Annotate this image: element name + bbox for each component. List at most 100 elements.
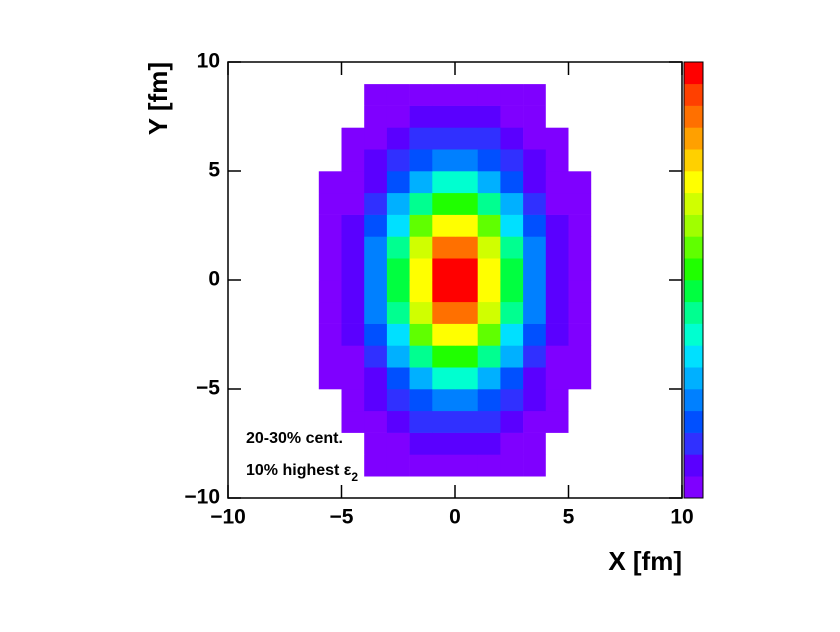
heatmap-cell	[432, 149, 456, 172]
heatmap-cell	[409, 127, 433, 150]
heatmap-cells	[228, 62, 683, 499]
heatmap-cell	[273, 389, 297, 412]
heatmap-cell	[273, 258, 297, 281]
heatmap-cell	[228, 367, 251, 390]
heatmap-cell	[500, 171, 524, 194]
color-bar-step	[684, 105, 703, 128]
heatmap-cell	[364, 280, 388, 303]
heatmap-cell	[636, 258, 660, 281]
heatmap-cell	[273, 454, 297, 477]
heatmap-cell	[455, 410, 478, 433]
heatmap-cell	[568, 62, 592, 85]
heatmap-cell	[432, 367, 456, 390]
heatmap-cell	[500, 301, 524, 324]
heatmap-cell	[386, 454, 410, 477]
heatmap-cell	[432, 280, 456, 303]
heatmap-cell	[455, 105, 478, 128]
heatmap-cell	[613, 214, 637, 237]
heatmap-cell	[250, 454, 274, 477]
heatmap-cell	[591, 127, 615, 150]
heatmap-cell	[591, 280, 615, 303]
heatmap-cell	[591, 236, 615, 259]
heatmap-cell	[500, 214, 524, 237]
heatmap-cell	[318, 301, 342, 324]
heatmap-cell	[386, 280, 410, 303]
heatmap-cell	[545, 105, 569, 128]
heatmap-cell	[659, 280, 683, 303]
color-bar-step	[684, 171, 703, 194]
heatmap-cell	[386, 367, 410, 390]
heatmap-cell	[386, 236, 410, 259]
heatmap-cell	[613, 345, 637, 368]
heatmap-cell	[228, 83, 251, 106]
heatmap-cell	[386, 345, 410, 368]
heatmap-cell	[341, 454, 365, 477]
heatmap-cell	[409, 345, 433, 368]
heatmap-cell	[273, 105, 297, 128]
heatmap-cell	[455, 192, 478, 215]
heatmap-cell	[455, 258, 478, 281]
color-bar-step	[684, 323, 703, 346]
heatmap-cell	[250, 389, 274, 412]
heatmap-cell	[296, 323, 320, 346]
heatmap-cell	[523, 345, 547, 368]
heatmap-cell	[455, 389, 478, 412]
heatmap-cell	[296, 454, 320, 477]
heatmap-cell	[296, 476, 320, 499]
heatmap-cell	[477, 83, 501, 106]
heatmap-cell	[318, 214, 342, 237]
heatmap-cell	[613, 432, 637, 455]
heatmap-cell	[409, 301, 433, 324]
heatmap-cell	[318, 454, 342, 477]
heatmap-cell	[477, 345, 501, 368]
heatmap-cell	[273, 476, 297, 499]
heatmap-cell	[296, 280, 320, 303]
heatmap-cell	[228, 258, 251, 281]
heatmap-cell	[296, 389, 320, 412]
heatmap-cell	[636, 171, 660, 194]
heatmap-cell	[613, 389, 637, 412]
x-tick-label: 0	[449, 506, 461, 529]
heatmap-cell	[477, 280, 501, 303]
heatmap-cell	[296, 410, 320, 433]
heatmap-cell	[386, 258, 410, 281]
heatmap-cell	[500, 236, 524, 259]
heatmap-cell	[250, 62, 274, 85]
heatmap-cell	[341, 432, 365, 455]
heatmap-cell	[568, 127, 592, 150]
heatmap-cell	[341, 105, 365, 128]
heatmap-cell	[318, 236, 342, 259]
heatmap-cell	[273, 62, 297, 85]
heatmap-cell	[477, 105, 501, 128]
heatmap-cell	[636, 236, 660, 259]
heatmap-cell	[296, 345, 320, 368]
heatmap-cell	[273, 171, 297, 194]
heatmap-cell	[477, 476, 501, 499]
heatmap-cell	[409, 83, 433, 106]
heatmap-cell	[228, 149, 251, 172]
x-tick-label: 5	[563, 506, 575, 529]
heatmap-cell	[364, 432, 388, 455]
heatmap-cell	[250, 236, 274, 259]
heatmap-cell	[386, 171, 410, 194]
heatmap-cell	[523, 105, 547, 128]
heatmap-cell	[386, 410, 410, 433]
heatmap-cell	[636, 83, 660, 106]
heatmap-cell	[500, 389, 524, 412]
heatmap-cell	[296, 149, 320, 172]
heatmap-cell	[409, 476, 433, 499]
y-tick-label: 10	[197, 50, 220, 73]
color-bar-step	[684, 410, 703, 433]
heatmap-cell	[386, 389, 410, 412]
y-tick-label: 5	[208, 159, 220, 182]
heatmap-cell	[568, 476, 592, 499]
y-tick-label: −10	[184, 486, 220, 509]
heatmap-cell	[409, 236, 433, 259]
heatmap-cell	[523, 367, 547, 390]
heatmap-cell	[228, 345, 251, 368]
heatmap-cell	[591, 214, 615, 237]
heatmap-cell	[250, 476, 274, 499]
heatmap-cell	[318, 83, 342, 106]
heatmap-cell	[636, 280, 660, 303]
heatmap-cell	[477, 192, 501, 215]
